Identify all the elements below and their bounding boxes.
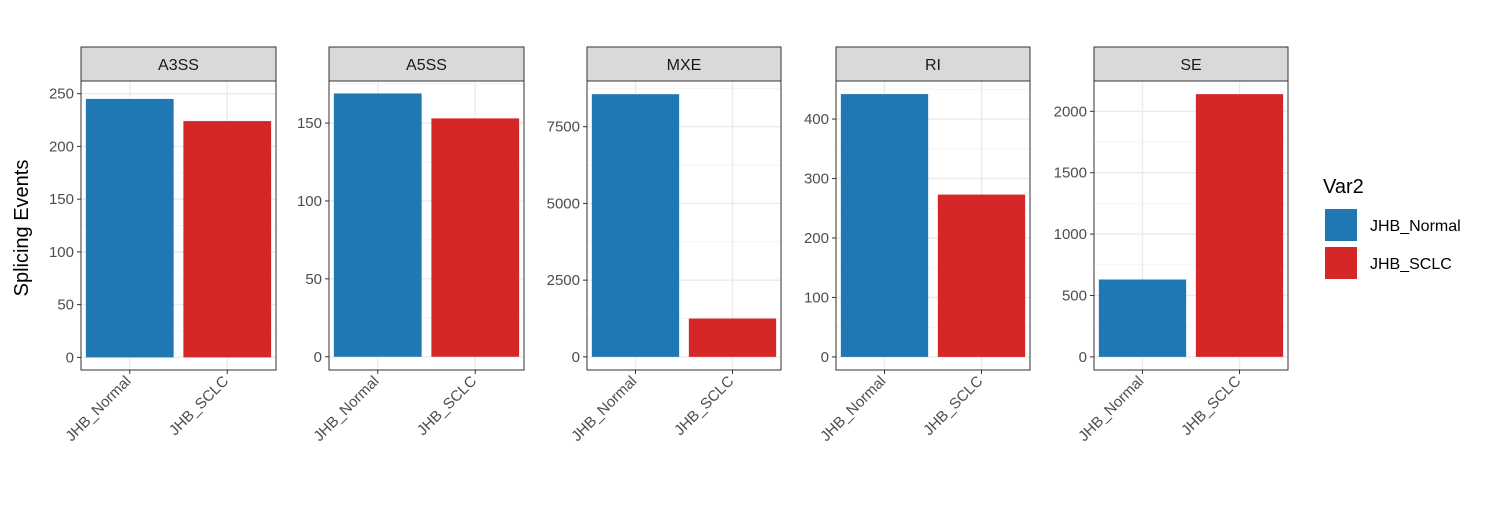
y-tick-label: 100 (49, 244, 74, 261)
y-tick-label: 0 (66, 349, 74, 366)
x-tick-label: JHB_Normal (310, 373, 382, 445)
y-tick-label: 5000 (547, 195, 580, 212)
facet-panel-a3ss: A3SS 0 50 100 150 200 250 JHB_Normal JHB_SCLC (49, 46, 277, 445)
facet-strip-label: A3SS (158, 57, 199, 74)
y-tick-label: 100 (804, 289, 829, 306)
y-tick-label: 50 (57, 297, 74, 314)
y-tick-label: 1500 (1054, 165, 1087, 182)
y-tick-label: 100 (297, 193, 322, 210)
bar-se-jhb-sclc (1195, 94, 1284, 357)
facet-strip-label: A5SS (406, 57, 447, 74)
panel-border (328, 80, 525, 371)
bar-a5ss-jhb-normal (333, 93, 422, 357)
bar-mxe-jhb-normal (591, 94, 680, 357)
bar-ri-jhb-normal (840, 94, 929, 357)
y-tick-label: 200 (804, 230, 829, 247)
bar-mxe-jhb-sclc (688, 318, 777, 357)
y-tick-label: 150 (49, 191, 74, 208)
panel-border (586, 80, 782, 371)
y-tick-label: 300 (804, 171, 829, 188)
bar-se-jhb-normal (1098, 279, 1187, 357)
facet-panel-mxe: MXE 0 2500 5000 7500 JHB_Normal JHB_SCLC (547, 46, 782, 445)
y-tick-label: 0 (821, 349, 829, 366)
legend-key-jhb-normal (1325, 209, 1357, 241)
y-tick-label: 250 (49, 86, 74, 103)
y-tick-label: 500 (1062, 287, 1087, 304)
x-tick-label: JHB_Normal (817, 373, 889, 445)
x-tick-label: JHB_SCLC (1178, 373, 1244, 439)
y-tick-label: 0 (1079, 349, 1087, 366)
x-tick-label: JHB_SCLC (166, 373, 232, 439)
facet-strip-label: SE (1180, 57, 1201, 74)
x-tick-label: JHB_SCLC (414, 373, 480, 439)
legend-title: Var2 (1323, 176, 1364, 198)
facet-strip-label: MXE (667, 57, 702, 74)
facet-strip-label: RI (925, 57, 941, 74)
facet-panel-se: SE 0 500 1000 1500 2000 JHB_Normal JHB_SCLC (1054, 46, 1289, 445)
panel-border (835, 80, 1031, 371)
legend: Var2 JHB_Normal JHB_SCLC (1323, 176, 1461, 279)
facet-strip (328, 46, 525, 82)
y-tick-label: 2500 (547, 272, 580, 289)
y-tick-label: 0 (572, 349, 580, 366)
x-tick-label: JHB_SCLC (920, 373, 986, 439)
facet-strip (835, 46, 1031, 82)
bar-a5ss-jhb-sclc (431, 118, 520, 357)
y-tick-label: 7500 (547, 119, 580, 136)
x-tick-label: JHB_Normal (1075, 373, 1147, 445)
legend-label: JHB_Normal (1370, 218, 1461, 235)
x-tick-label: JHB_SCLC (671, 373, 737, 439)
y-tick-label: 2000 (1054, 103, 1087, 120)
facet-strip (80, 46, 277, 82)
panel-border (1093, 80, 1289, 371)
y-axis-title: Splicing Events (11, 160, 33, 297)
y-tick-label: 400 (804, 111, 829, 128)
panel-border (80, 80, 277, 371)
y-tick-label: 150 (297, 115, 322, 132)
x-tick-label: JHB_Normal (62, 373, 134, 445)
bar-a3ss-jhb-normal (85, 98, 174, 358)
x-tick-label: JHB_Normal (568, 373, 640, 445)
bar-ri-jhb-sclc (937, 194, 1026, 357)
y-tick-label: 50 (305, 271, 322, 288)
y-tick-label: 0 (314, 349, 322, 366)
facet-strip (586, 46, 782, 82)
facet-panel-ri: RI 0 100 200 300 400 JHB_Normal JHB_SCLC (804, 46, 1031, 445)
y-tick-label: 200 (49, 138, 74, 155)
facet-panel-a5ss: A5SS 0 50 100 150 JHB_Normal JHB_SCLC (297, 46, 525, 445)
bar-a3ss-jhb-sclc (183, 121, 272, 358)
y-tick-label: 1000 (1054, 226, 1087, 243)
legend-label: JHB_SCLC (1370, 256, 1452, 273)
legend-key-jhb-sclc (1325, 247, 1357, 279)
